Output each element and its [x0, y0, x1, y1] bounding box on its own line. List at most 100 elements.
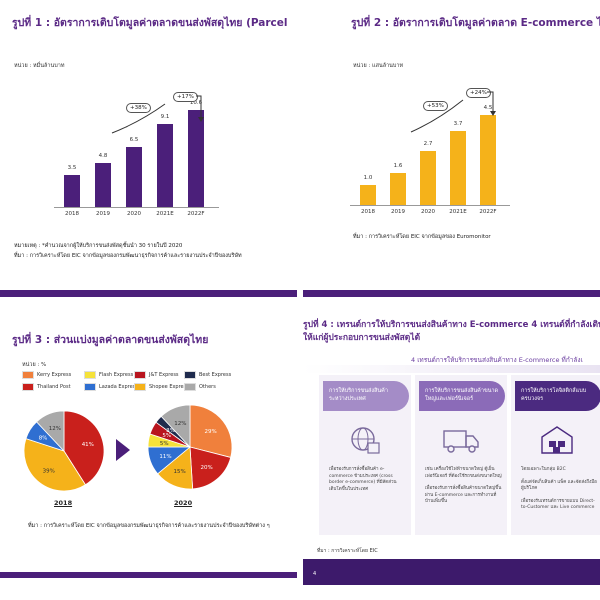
pie-slice-label: 12%	[49, 426, 61, 432]
bar-value-label: 3.5	[67, 164, 77, 171]
pie-slice-label: 11%	[159, 454, 171, 460]
trend-text-1: เพื่อรองรับการสั่งซื้อสินค้า e-commerce …	[329, 467, 407, 499]
globe-box-icon	[319, 423, 411, 457]
pie-year-2020: 2020	[174, 499, 193, 507]
trend-bullet: โดยเฉพาะในกลุ่ม B2C	[521, 467, 566, 472]
trend-bullet: เพื่อรองรับการสั่งซื้อสินค้าขนาดใหญ่ขึ้น…	[425, 486, 502, 504]
legend-item: Kerry Express	[22, 371, 71, 379]
trend-column-2: การให้บริการขนส่งสินค้าขนาดใหญ่และเฟอร์น…	[415, 375, 507, 535]
footer-band	[303, 559, 600, 585]
pie-slice-others	[36, 410, 65, 453]
bar-category-label: 2020	[127, 211, 141, 217]
figure-3-pie-charts: 41%39%8%12%29%20%15%11%5%5%3%12%	[23, 404, 233, 492]
figure-4-title-line-1: รูปที่ 4 : เทรนด์การให้บริการขนส่งสินค้า…	[303, 320, 600, 330]
pie-slice-kerry-express	[189, 404, 233, 458]
growth-label-2: +24%	[466, 88, 491, 98]
legend-swatch	[22, 383, 34, 391]
bar-value-label: 1.6	[393, 163, 403, 169]
figure-1-unit: หน่วย : หมื่นล้านบาท	[14, 63, 65, 69]
legend-item: Others	[184, 383, 216, 391]
trend-column-3: การให้บริการโลจิสติกส์แบบครบวงจร โดยเฉพา…	[511, 375, 600, 535]
footer-bar	[303, 290, 600, 297]
figure-2-title: รูปที่ 2 : อัตราการเติบโตมูลค่าตลาด E-co…	[351, 17, 600, 29]
figure-2-source: ที่มา : การวิเคราะห์โดย EIC จากข้อมูลของ…	[353, 234, 491, 240]
bar-2022F	[188, 109, 204, 207]
legend-swatch	[22, 371, 34, 379]
pie-slice-label: 8%	[39, 436, 48, 442]
bar-value-label: 4.8	[98, 153, 108, 159]
x-axis-line	[54, 207, 219, 208]
legend-swatch	[84, 371, 96, 379]
figure-1-source: ที่มา : การวิเคราะห์โดย EIC จากข้อมูลของ…	[14, 253, 242, 259]
trend-head-3: การให้บริการโลจิสติกส์แบบครบวงจร	[515, 381, 600, 411]
growth-arrows	[111, 95, 204, 134]
figure-4-title-line-2: ให้แก่ผู้ประกอบการขนส่งพัสดุได้	[303, 333, 421, 343]
trend-head-1: การให้บริการขนส่งสินค้าระหว่างประเทศ	[323, 381, 409, 411]
arrow-right-icon	[116, 439, 130, 461]
legend-item: Lazada Express	[84, 383, 138, 391]
pie-slice-label: 29%	[204, 429, 216, 435]
bar-value-label: 1.0	[363, 175, 373, 181]
growth-label-1: +53%	[423, 101, 448, 111]
pie-slice-label: 20%	[200, 465, 212, 471]
figure-3-source: ที่มา : การวิเคราะห์โดย EIC จากข้อมูลของ…	[28, 523, 270, 529]
trend-text-3: โดยเฉพาะในกลุ่ม B2C ตั้งแต่จัดเก็บสินค้า…	[521, 467, 599, 518]
bar-value-label: 10.6	[189, 99, 203, 106]
bar-category-label: 2019	[391, 209, 405, 215]
bar-value-label: 6.5	[129, 137, 139, 144]
trend-bullet: ตั้งแต่จัดเก็บสินค้า แพ็ค และจัดส่งถึงมื…	[521, 479, 597, 492]
bar-category-label: 2018	[361, 209, 375, 215]
bar-category-label: 2021E	[449, 209, 467, 215]
bar-value-label: 4.5	[483, 105, 493, 111]
pie-slice-thailand-post	[189, 446, 232, 490]
figure-4-panel: รูปที่ 4 : เทรนด์การให้บริการขนส่งสินค้า…	[303, 303, 600, 600]
pie-slice-label: 3%	[166, 428, 175, 434]
trend-bullet: เพื่อรองรับการสั่งซื้อสินค้า e-commerce …	[329, 467, 397, 492]
bar-value-label: 2.7	[423, 141, 433, 147]
subtitle-band	[303, 365, 600, 373]
pie-slice-others	[160, 404, 191, 449]
bar-category-label: 2022F	[187, 211, 205, 217]
legend-item: Thailand Post	[22, 383, 71, 391]
bar-2018	[360, 185, 376, 205]
bar-2021E	[157, 123, 173, 207]
pie-slice-label: 41%	[82, 442, 94, 448]
pie-slice-kerry-express	[23, 438, 86, 492]
figure-3-panel: รูปที่ 3 : ส่วนแบ่งมูลค่าตลาดขนส่งพัสดุไ…	[0, 303, 297, 600]
bar-category-label: 2021E	[156, 211, 174, 217]
legend-swatch	[184, 371, 196, 379]
bar-category-label: 2022F	[479, 209, 497, 215]
figure-2-unit: หน่วย : แสนล้านบาท	[353, 63, 404, 69]
legend-item: J&T Express	[134, 371, 179, 379]
growth-label-2: +17%	[173, 92, 198, 102]
trend-bullet: เพื่อรองรับเทรนด์การขายแบบ Direct-to-Cus…	[521, 498, 595, 511]
figure-2-panel: รูปที่ 2 : อัตราการเติบโตมูลค่าตลาด E-co…	[303, 0, 600, 297]
legend-swatch	[134, 371, 146, 379]
legend-swatch	[84, 383, 96, 391]
legend-item: Flash Express	[84, 371, 133, 379]
bar-2018	[64, 174, 80, 207]
figure-1-bar-chart: 3.5 2018 4.8 2019 6.5 2020 9.1 2021E 10.6 2022F	[0, 0, 297, 297]
figure-3-title: รูปที่ 3 : ส่วนแบ่งมูลค่าตลาดขนส่งพัสดุไ…	[12, 334, 209, 346]
bar-2021E	[450, 131, 466, 205]
bar-category-label: 2020	[421, 209, 435, 215]
legend-swatch	[134, 383, 146, 391]
growth-label-1: +38%	[126, 103, 151, 113]
legend-swatch	[184, 383, 196, 391]
legend-item: Best Express	[184, 371, 231, 379]
bar-value-label: 9.1	[160, 113, 170, 120]
page-number: 4	[313, 571, 317, 577]
figure-4-subtitle: 4 เทรนด์การให้บริการขนส่งสินค้าทาง E-com…	[411, 356, 583, 364]
bar-2019	[390, 173, 406, 205]
bar-2019	[95, 163, 111, 207]
pie-slice-label: 39%	[43, 469, 55, 475]
figure-2-bar-chart: 1.0 2018 1.6 2019 2.7 2020 3.7 2021E 4.5 2022F	[303, 0, 600, 297]
bar-category-label: 2018	[65, 211, 79, 217]
panel-divider-horizontal	[0, 297, 600, 303]
truck-icon	[415, 423, 507, 457]
trend-text-2: เช่น เครื่องใช้ไฟฟ้าขนาดใหญ่ ตู้เย็น เฟอ…	[425, 467, 503, 512]
footer-bar	[0, 572, 297, 578]
bar-2020	[126, 147, 142, 207]
growth-arrows	[410, 91, 496, 133]
figure-1-note: หมายเหตุ : *คำนวณจากผู้ให้บริการขนส่งพัส…	[14, 243, 183, 249]
